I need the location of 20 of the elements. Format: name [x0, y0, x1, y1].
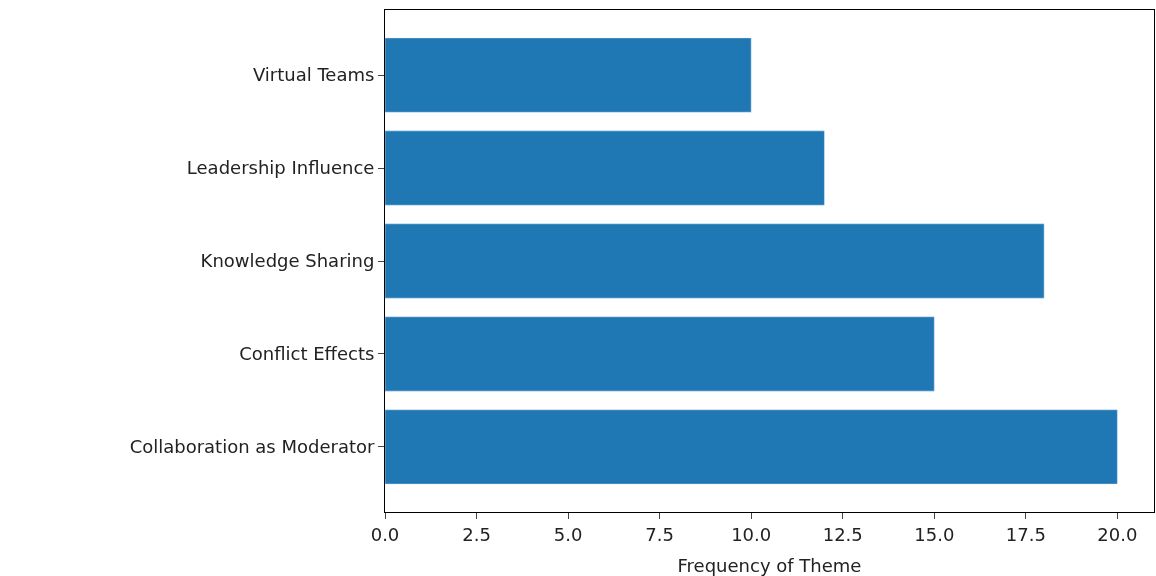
x-tick-label: 10.0 — [731, 523, 772, 545]
y-tick-label: Conflict Effects — [239, 343, 375, 365]
y-tick-label: Virtual Teams — [252, 64, 375, 86]
y-tick-label: Leadership Influence — [186, 157, 375, 179]
y-tick-label: Knowledge Sharing — [200, 250, 375, 272]
x-tick-label: 2.5 — [462, 523, 491, 545]
x-tick-label: 20.0 — [1097, 523, 1138, 545]
x-tick-label: 12.5 — [822, 523, 863, 545]
bar — [385, 130, 825, 206]
x-tick-label: 5.0 — [553, 523, 583, 545]
x-tick-label: 17.5 — [1005, 523, 1046, 545]
bar — [385, 409, 1118, 485]
bar — [385, 223, 1045, 299]
bar — [385, 316, 935, 392]
bar — [385, 37, 752, 113]
x-tick-label: 7.5 — [645, 523, 674, 545]
x-tick-label: 0.0 — [370, 523, 400, 545]
y-tick-label: Collaboration as Moderator — [129, 436, 375, 458]
x-axis-title: Frequency of Theme — [677, 554, 862, 576]
x-tick-label: 15.0 — [914, 523, 955, 545]
